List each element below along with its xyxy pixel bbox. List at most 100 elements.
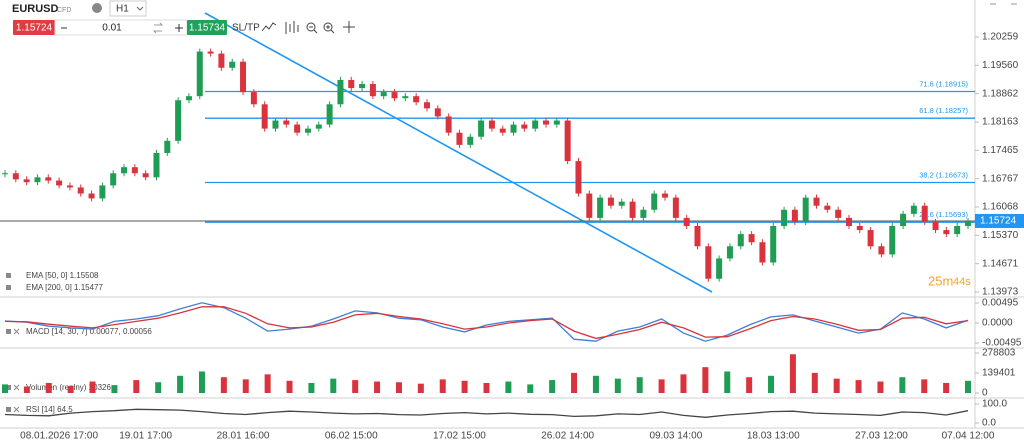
trend-line[interactable] xyxy=(204,12,713,293)
candle xyxy=(391,92,398,99)
y-tick-label: 278803 xyxy=(982,348,1016,359)
buy-button[interactable] xyxy=(187,20,227,35)
candle xyxy=(196,51,203,97)
y-tick-label: 1.16068 xyxy=(982,202,1019,213)
candle xyxy=(34,177,41,183)
indicator-label: EMA [50, 0] 1.15508 xyxy=(26,271,99,280)
candle xyxy=(153,152,160,178)
volume-bar xyxy=(527,384,534,394)
x-tick-label: 07.04 12:00 xyxy=(942,431,995,442)
candle xyxy=(943,230,950,235)
candle xyxy=(456,132,463,145)
pane-title: RSI [14] 64.5 xyxy=(26,405,73,414)
pane-title: MACD [14, 30, 7] 0.00077, 0.00056 xyxy=(26,327,152,336)
volume-bar xyxy=(811,372,818,394)
candle xyxy=(207,51,214,54)
zoom-in-icon[interactable] xyxy=(323,22,333,32)
sltp-button[interactable]: SL/TP xyxy=(232,23,260,34)
volume-bar xyxy=(286,380,293,394)
candle xyxy=(683,217,690,226)
volume-bar xyxy=(768,375,775,394)
timeframe[interactable]: H1 xyxy=(116,4,129,15)
candle xyxy=(348,79,355,89)
countdown-minutes: 25m xyxy=(928,273,953,288)
volume-bar xyxy=(855,380,862,394)
swap-icon[interactable] xyxy=(152,22,164,34)
volume-bar xyxy=(943,382,950,394)
x-tick-label: 26.02 14:00 xyxy=(541,431,594,442)
candle xyxy=(12,173,19,180)
candle xyxy=(532,120,539,129)
candle xyxy=(294,124,301,133)
volume-bar xyxy=(592,375,599,394)
lot-size[interactable]: 0.01 xyxy=(102,23,122,34)
volume-bar xyxy=(111,385,118,394)
volume-bar xyxy=(965,380,971,394)
sell-price[interactable]: 1.15724 xyxy=(16,23,53,34)
zoom-in-glyph xyxy=(326,25,335,34)
y-tick-label: 1.16767 xyxy=(982,173,1019,184)
candle xyxy=(99,185,106,199)
volume-bar xyxy=(417,383,424,394)
symbol[interactable]: EURUSD xyxy=(12,3,59,15)
pane-close-icon xyxy=(13,328,20,335)
candle xyxy=(164,140,171,153)
pane-icon xyxy=(6,407,11,412)
candle xyxy=(910,205,917,214)
candle xyxy=(705,246,712,279)
candle xyxy=(110,173,117,186)
volume-bar xyxy=(461,380,468,394)
volume-bar xyxy=(89,381,96,394)
candle xyxy=(770,225,777,263)
volume-bar xyxy=(505,381,512,394)
volume-bar xyxy=(614,378,621,394)
candle xyxy=(802,197,809,222)
indicator-icon xyxy=(6,285,11,290)
zoom-out-icon[interactable] xyxy=(306,22,316,32)
indicators-icon[interactable] xyxy=(285,21,299,34)
toolbar: EURUSD CFD H1 1.15724 0.01 1.15734 SL/TP xyxy=(12,0,1017,36)
chart-type-icon[interactable] xyxy=(261,22,277,32)
candle xyxy=(716,258,723,279)
candle xyxy=(889,225,896,255)
current-price-label: 1.15724 xyxy=(980,216,1017,227)
candle xyxy=(56,180,63,186)
candle xyxy=(662,193,669,198)
y-tick-label: -0.00495 xyxy=(982,338,1022,349)
candle xyxy=(2,173,8,175)
candle xyxy=(423,102,430,109)
y-tick-label: 0.00495 xyxy=(982,298,1019,309)
y-tick-label: 1.14671 xyxy=(982,258,1019,269)
volume-bar xyxy=(833,378,840,394)
x-tick-label: 08.01.2026 17:00 xyxy=(20,431,98,442)
crosshair-icon[interactable] xyxy=(343,21,355,33)
candle xyxy=(932,221,939,231)
volume-bar xyxy=(921,379,928,394)
candle xyxy=(304,128,311,133)
candle xyxy=(900,213,907,226)
volume-bar xyxy=(877,381,884,394)
candle xyxy=(131,167,138,174)
timeframe-select[interactable] xyxy=(109,0,147,17)
candle xyxy=(77,187,84,194)
plus-icon[interactable] xyxy=(175,24,183,32)
candle xyxy=(229,61,236,68)
candle xyxy=(337,79,344,105)
pane-icon xyxy=(6,385,11,390)
candle xyxy=(845,217,852,226)
info-icon[interactable] xyxy=(92,3,102,13)
series-line xyxy=(4,302,969,342)
y-tick-label: 0 xyxy=(982,388,988,399)
x-tick-label: 17.02 15:00 xyxy=(433,431,486,442)
volume-bar xyxy=(2,384,8,394)
candle xyxy=(88,193,95,199)
sell-button[interactable] xyxy=(13,20,55,35)
countdown-seconds: 44s xyxy=(953,276,971,288)
candle xyxy=(283,120,290,125)
volume-bar xyxy=(23,386,30,394)
candle xyxy=(467,136,474,145)
candle xyxy=(726,246,733,259)
buy-price[interactable]: 1.15734 xyxy=(189,23,226,34)
